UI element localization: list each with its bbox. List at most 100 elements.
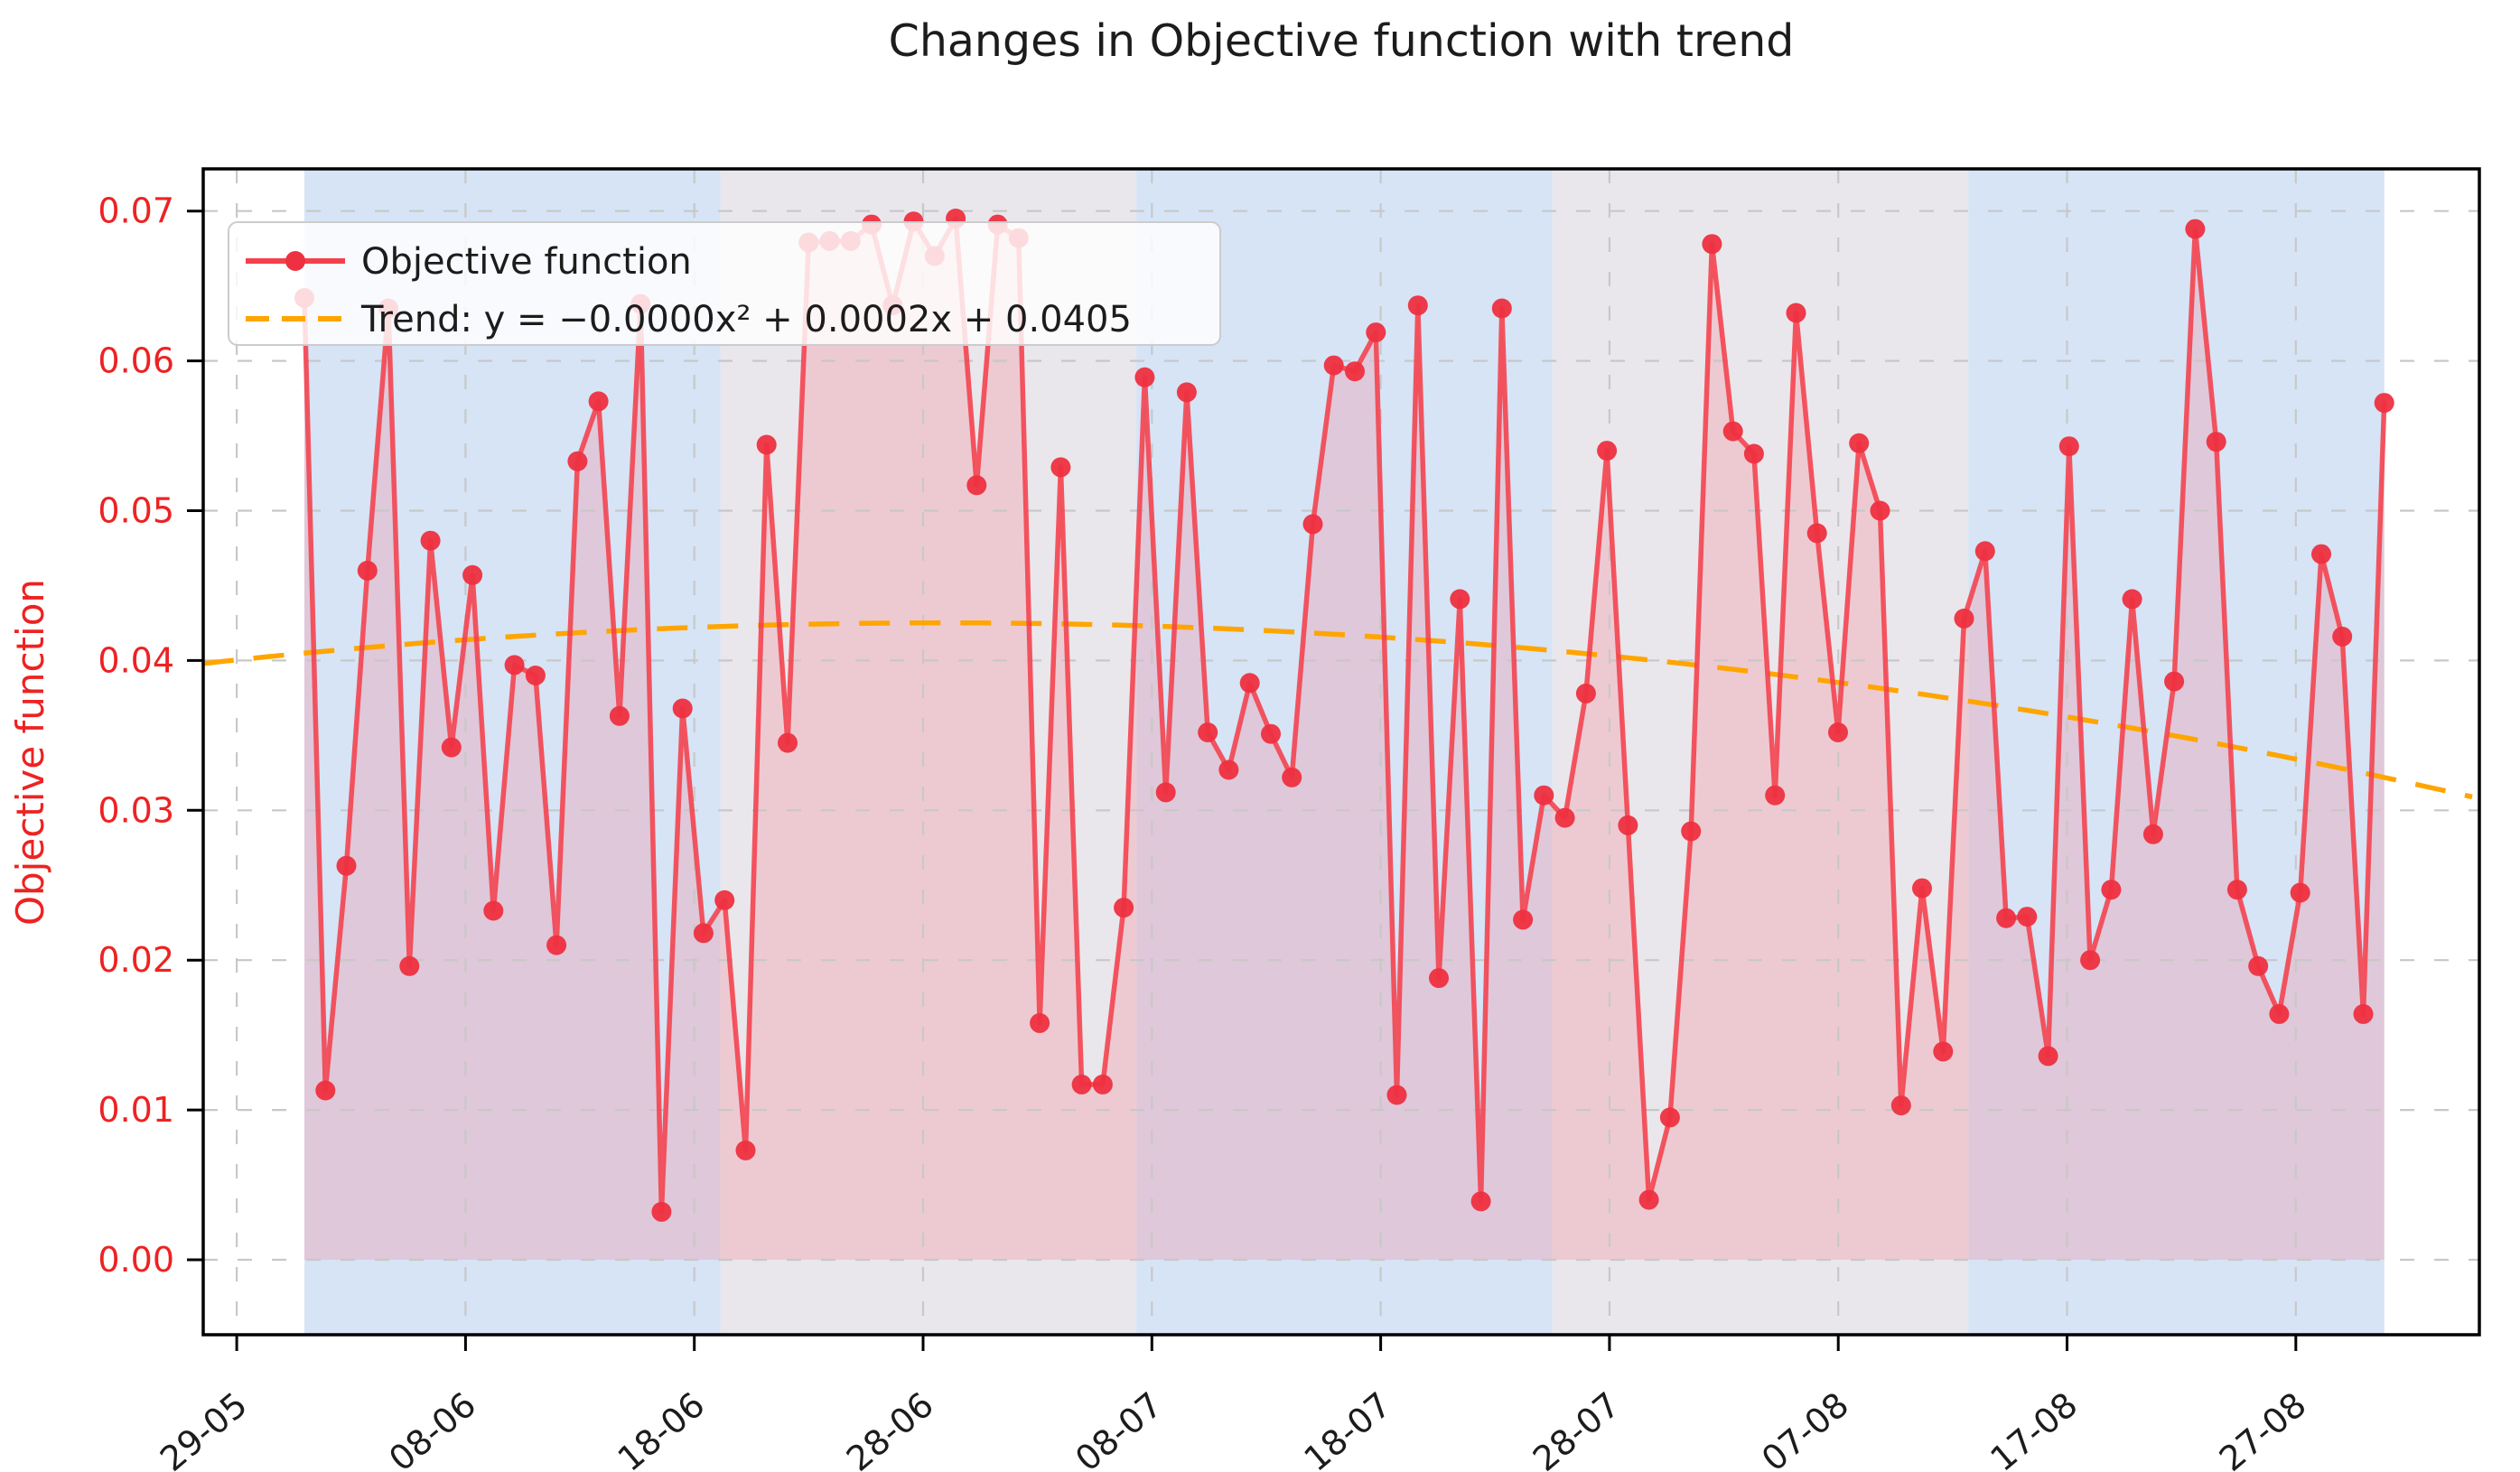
data-point — [1323, 355, 1344, 376]
data-point — [315, 1080, 336, 1101]
data-point — [1071, 1074, 1092, 1095]
y-tick-label: 0.00 — [98, 1240, 174, 1280]
data-point — [966, 475, 987, 496]
x-tick-label: 18-06 — [611, 1384, 713, 1472]
data-point — [1996, 908, 2017, 928]
x-tick-label: 17-08 — [1983, 1384, 2085, 1472]
x-tick-label: 29-05 — [153, 1384, 255, 1472]
data-point — [2080, 950, 2101, 971]
y-tick-label: 0.01 — [98, 1090, 174, 1130]
data-point — [420, 530, 441, 551]
data-point — [1659, 1107, 1680, 1128]
data-point — [2122, 589, 2142, 610]
x-tick-label: 28-07 — [1526, 1384, 1628, 1472]
data-point — [1134, 367, 1155, 387]
data-point — [778, 732, 798, 753]
x-tick-labels: 29-05 08-06 18-06 28-06 08-07 18-07 28-07 07-08… — [153, 1384, 2314, 1472]
data-point — [2311, 544, 2331, 564]
plot-frame — [201, 167, 2481, 1337]
y-tick-label: 0.07 — [98, 191, 174, 231]
data-point — [1954, 608, 1974, 629]
data-point — [672, 698, 693, 719]
data-point — [1702, 234, 1722, 255]
data-point — [2374, 393, 2394, 414]
legend: Objective function Trend: y = −0.0000x² … — [228, 221, 1221, 346]
x-tick-label: 27-08 — [2212, 1384, 2314, 1472]
data-point — [2206, 432, 2226, 452]
data-point — [2332, 626, 2353, 647]
data-point — [1722, 421, 1743, 442]
data-point — [462, 564, 483, 585]
data-point — [441, 737, 462, 758]
data-point — [2353, 1003, 2374, 1024]
y-tick-label: 0.03 — [98, 790, 174, 830]
x-tick-label: 07-08 — [1754, 1384, 1856, 1472]
data-point — [651, 1201, 672, 1222]
data-point — [735, 1140, 756, 1160]
data-point — [1912, 878, 1932, 899]
x-tick-label: 18-07 — [1297, 1384, 1399, 1472]
x-tick-label: 08-06 — [381, 1384, 483, 1472]
data-point — [399, 955, 420, 976]
data-point — [1513, 909, 1534, 930]
data-point — [2226, 880, 2247, 900]
data-point — [1450, 589, 1470, 610]
data-point — [567, 451, 588, 471]
data-point — [1114, 898, 1134, 918]
axis-ticks — [187, 210, 2298, 1351]
data-point — [1282, 767, 1302, 787]
data-point — [1218, 759, 1239, 780]
data-point — [756, 434, 777, 455]
data-point — [693, 923, 714, 944]
data-point — [1618, 815, 1638, 835]
data-point — [1155, 782, 1176, 803]
data-point — [1828, 722, 1848, 742]
area-fill — [304, 219, 2385, 1260]
data-point — [1429, 968, 1449, 989]
series-line — [302, 216, 2387, 1215]
data-point — [1345, 361, 1365, 382]
data-point — [1534, 785, 1554, 806]
trend-line — [202, 620, 2473, 800]
data-point — [1491, 298, 1512, 319]
data-point — [1386, 1085, 1407, 1105]
y-tick-label: 0.06 — [98, 341, 174, 381]
plot-bands — [304, 169, 2385, 1335]
data-point — [1743, 443, 1764, 464]
data-point — [1974, 541, 1995, 562]
data-point — [714, 890, 735, 910]
data-point — [2142, 824, 2163, 844]
data-point — [2290, 882, 2310, 903]
data-point — [1933, 1041, 1954, 1062]
data-point — [546, 935, 567, 955]
data-point — [2164, 671, 2185, 692]
data-point — [1407, 295, 1428, 316]
data-point — [2058, 436, 2079, 457]
data-point — [1198, 722, 1218, 742]
data-point — [1849, 433, 1870, 453]
y-tick-label: 0.05 — [98, 491, 174, 531]
legend-marker-icon — [285, 251, 305, 271]
y-axis-label: Objective function — [8, 579, 52, 926]
background-band — [1968, 169, 2385, 1335]
data-point — [2101, 880, 2122, 900]
data-point — [1806, 523, 1827, 544]
data-point — [1261, 723, 1281, 744]
data-point — [504, 655, 525, 675]
data-point — [1638, 1189, 1659, 1210]
data-point — [1366, 322, 1386, 343]
data-point — [336, 855, 357, 876]
x-tick-label: 08-07 — [1068, 1384, 1170, 1472]
data-point — [357, 560, 378, 581]
data-point — [1092, 1074, 1113, 1095]
data-point — [1890, 1095, 1911, 1116]
data-point — [1575, 683, 1596, 703]
data-point — [1681, 821, 1702, 842]
y-tick-label: 0.02 — [98, 940, 174, 980]
series-area-fill — [304, 219, 2385, 1260]
data-point — [1470, 1191, 1491, 1212]
data-point — [1302, 514, 1323, 535]
data-point — [1050, 457, 1071, 478]
